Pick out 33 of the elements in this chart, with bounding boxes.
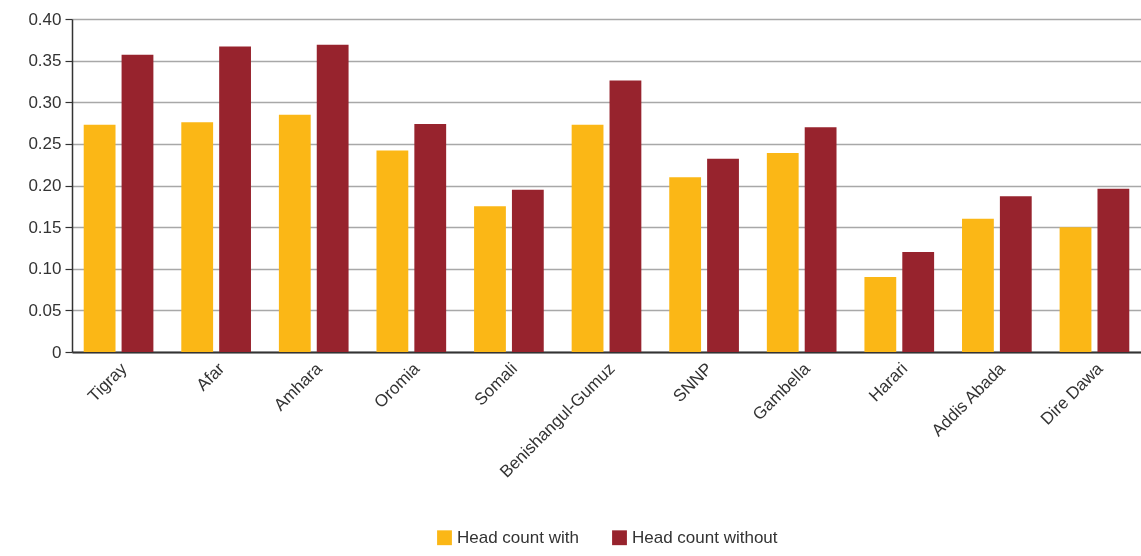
y-tick-label: 0.15 bbox=[28, 217, 62, 237]
bar bbox=[511, 189, 544, 352]
bar bbox=[609, 80, 642, 352]
bar bbox=[376, 150, 409, 352]
bar bbox=[414, 123, 447, 352]
bar bbox=[474, 206, 506, 352]
bar bbox=[181, 122, 214, 352]
bar bbox=[83, 124, 116, 352]
y-tick-label: 0.25 bbox=[28, 134, 62, 154]
y-tick-label: 0.40 bbox=[28, 9, 62, 29]
bar bbox=[864, 277, 897, 352]
bar bbox=[999, 196, 1032, 352]
y-tick-label: 0.10 bbox=[28, 259, 62, 279]
bar bbox=[278, 114, 311, 352]
bar bbox=[707, 158, 739, 352]
bar bbox=[902, 252, 935, 352]
y-tick-label: 0.30 bbox=[28, 92, 62, 112]
bar bbox=[121, 54, 154, 352]
legend-label: Head count without bbox=[632, 527, 778, 547]
bar bbox=[669, 177, 702, 352]
bar bbox=[571, 124, 604, 352]
legend-label: Head count with bbox=[457, 527, 579, 547]
bar bbox=[962, 218, 994, 352]
bar bbox=[219, 46, 251, 352]
bar bbox=[766, 153, 799, 352]
bar bbox=[1059, 227, 1092, 352]
y-tick-label: 0.35 bbox=[28, 51, 62, 71]
bar bbox=[316, 44, 349, 352]
y-tick-label: 0.05 bbox=[28, 300, 62, 320]
y-tick-label: 0 bbox=[52, 342, 62, 362]
y-tick-label: 0.20 bbox=[28, 176, 62, 195]
bar bbox=[804, 127, 837, 352]
bar bbox=[1097, 188, 1130, 352]
